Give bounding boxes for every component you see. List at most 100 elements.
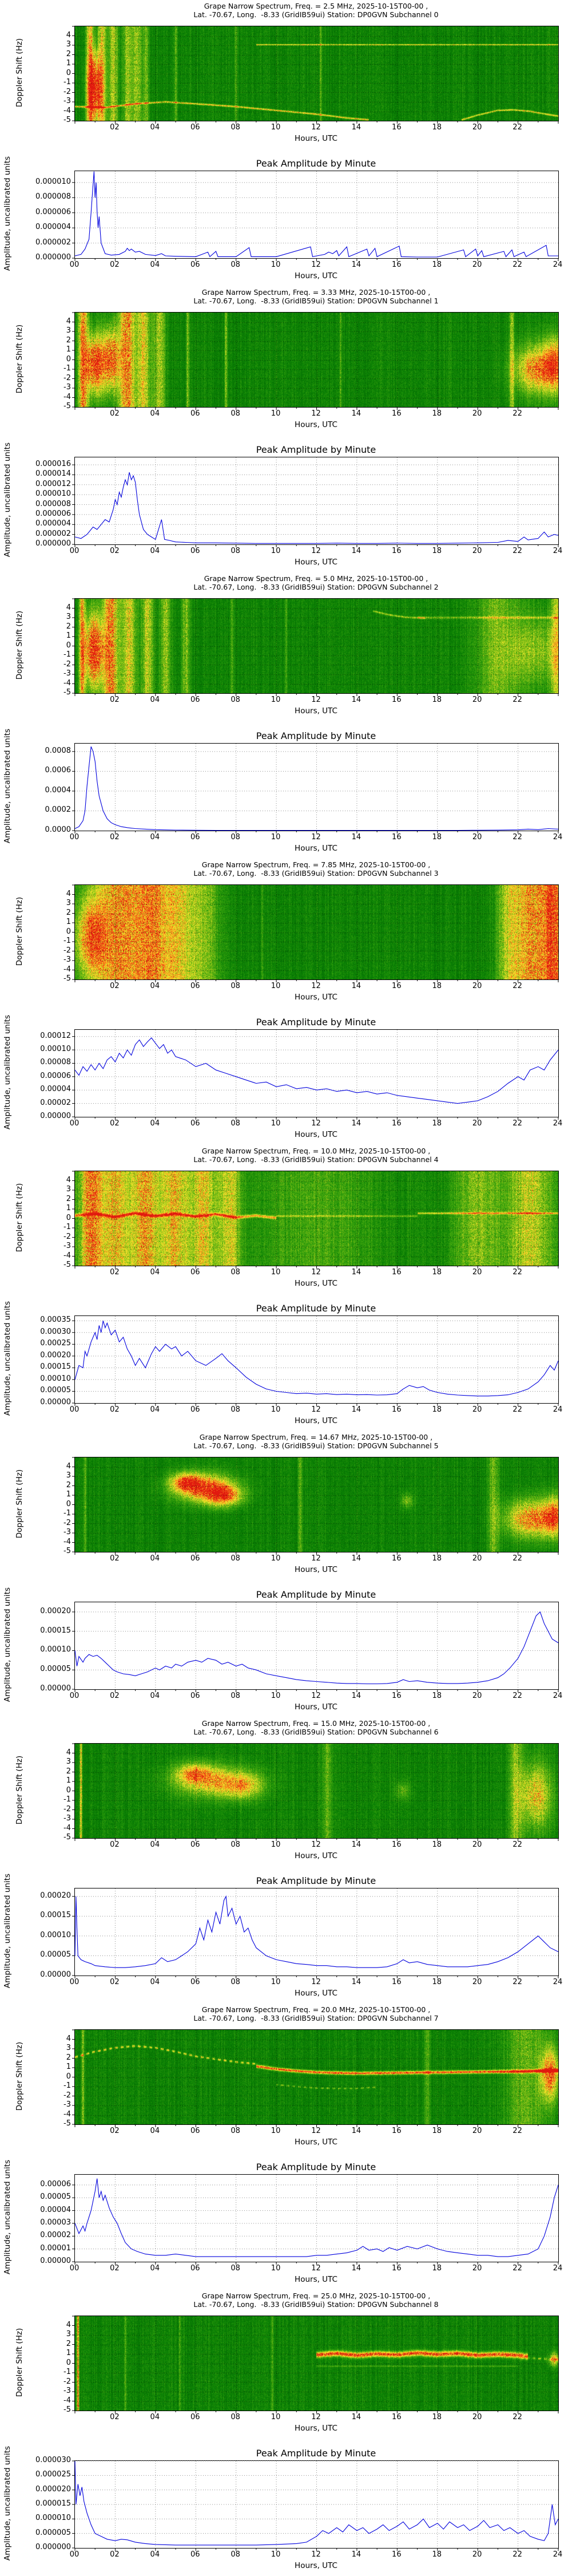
amplitude-xtick-label: 08 xyxy=(231,1692,240,1700)
amplitude-ytick-label: 0.00002 xyxy=(40,1098,71,1107)
amplitude-xaxis-label: Hours, UTC xyxy=(295,558,337,567)
spectrogram-ytick-label: -3 xyxy=(63,383,71,392)
spectrogram-ytick-label: -3 xyxy=(63,2387,71,2395)
spectrogram-ytick-label: -3 xyxy=(63,669,71,678)
amplitude-xtick-label: 12 xyxy=(311,2550,321,2559)
amplitude-xtick-label: 12 xyxy=(311,1405,321,1414)
amplitude-ytick-label: 0.000002 xyxy=(35,238,71,247)
spectrogram-plot xyxy=(72,884,559,982)
amplitude-ytick-label: 0.000010 xyxy=(35,177,71,186)
amplitude-xtick-label: 14 xyxy=(351,1692,362,1700)
amplitude-xtick-label: 20 xyxy=(472,1692,482,1700)
amplitude-plot xyxy=(72,1602,559,1692)
amplitude-xtick-label: 20 xyxy=(472,1978,482,1986)
spectrogram-ytick-label: 3 xyxy=(66,1757,71,1766)
amplitude-xtick-label: 24 xyxy=(553,833,563,841)
amplitude-xtick-label: 18 xyxy=(432,833,442,841)
spectrogram-xtick-label: 08 xyxy=(231,409,240,418)
spectrogram-ytick-label: 0 xyxy=(66,641,71,650)
spectrogram-xtick-label: 10 xyxy=(271,2127,281,2135)
amplitude-ytick-label: 0.00003 xyxy=(40,2218,71,2227)
subchannel-7-panel: Grape Narrow Spectrum, Freq. = 20.0 MHz,… xyxy=(0,2004,572,2290)
spectrogram-ytick-label: -2 xyxy=(63,2377,71,2386)
amplitude-chart-title: Peak Amplitude by Minute xyxy=(256,444,376,455)
amplitude-ytick-label: 0.00000 xyxy=(40,1398,71,1406)
spectrogram-xaxis-label: Hours, UTC xyxy=(295,2424,337,2433)
amplitude-xtick-label: 14 xyxy=(351,1978,362,1986)
spectrogram-xtick-label: 08 xyxy=(231,696,240,704)
amplitude-xaxis-label: Hours, UTC xyxy=(295,1702,337,1712)
spectrogram-xtick-label: 02 xyxy=(110,1268,120,1277)
amplitude-xtick-label: 14 xyxy=(351,1405,362,1414)
amplitude-xtick-label: 02 xyxy=(110,1978,120,1986)
spectrogram-xtick-label: 04 xyxy=(150,982,160,990)
spectrogram-xtick-label: 06 xyxy=(190,1840,200,1849)
amplitude-xtick-label: 02 xyxy=(110,260,120,269)
amplitude-line-svg xyxy=(72,2175,559,2265)
amplitude-xtick-label: 24 xyxy=(553,1119,563,1128)
spectrogram-title-line2: Lat. -70.67, Long. -8.33 (GridIB59ui) St… xyxy=(193,1728,439,1736)
spectrogram-xtick-label: 02 xyxy=(110,982,120,990)
amplitude-xtick-label: 08 xyxy=(231,260,240,269)
spectrogram-xtick-label: 20 xyxy=(472,982,482,990)
spectrogram-xtick-label: 22 xyxy=(513,1840,522,1849)
amplitude-ytick-label: 0.000014 xyxy=(35,469,71,479)
amplitude-xtick-label: 00 xyxy=(69,1119,80,1128)
spectrogram-ytick-label: -1 xyxy=(63,364,71,373)
amplitude-plot xyxy=(72,1029,559,1120)
amplitude-xtick-label: 02 xyxy=(110,2264,120,2273)
spectrogram-ytick-label: -5 xyxy=(63,1547,71,1555)
amplitude-ytick-label: 0.00020 xyxy=(40,1606,71,1615)
amplitude-plot xyxy=(72,1888,559,1978)
spectrogram-xtick-label: 16 xyxy=(392,409,402,418)
amplitude-xtick-label: 08 xyxy=(231,2550,240,2559)
spectrogram-axes-overlay xyxy=(72,26,559,124)
spectrogram-ytick-label: -3 xyxy=(63,1242,71,1250)
amplitude-xtick-label: 24 xyxy=(553,547,563,555)
spectrogram-xtick-label: 22 xyxy=(513,1554,522,1563)
spectrogram-ytick-label: -4 xyxy=(63,2396,71,2405)
spectrogram-xtick-label: 04 xyxy=(150,123,160,132)
amplitude-xtick-label: 02 xyxy=(110,2550,120,2559)
amplitude-ytick-label: 0.0004 xyxy=(45,785,72,795)
amplitude-series-line xyxy=(74,1895,559,1968)
spectrogram-ytick-label: 0 xyxy=(66,1213,71,1222)
amplitude-xtick-label: 08 xyxy=(231,1978,240,1986)
spectrogram-title-line2: Lat. -70.67, Long. -8.33 (GridIB59ui) St… xyxy=(193,869,439,878)
amplitude-ytick-label: 0.000004 xyxy=(35,519,71,528)
amplitude-xtick-label: 08 xyxy=(231,1119,240,1128)
amplitude-xtick-label: 20 xyxy=(472,547,482,555)
spectrogram-xtick-label: 14 xyxy=(351,982,362,990)
spectrogram-ytick-label: 0 xyxy=(66,2072,71,2081)
amplitude-ytick-label: 0.00000 xyxy=(40,1112,71,1120)
spectrogram-xtick-label: 12 xyxy=(311,1268,321,1277)
amplitude-xtick-label: 18 xyxy=(432,547,442,555)
spectrogram-axes-overlay xyxy=(72,2029,559,2127)
amplitude-ytick-label: 0.000004 xyxy=(35,223,71,232)
amplitude-xtick-label: 10 xyxy=(271,2264,281,2273)
spectrogram-xtick-label: 22 xyxy=(513,982,522,990)
amplitude-xtick-label: 06 xyxy=(190,833,200,841)
spectrogram-ytick-label: 3 xyxy=(66,1185,71,1194)
amplitude-xtick-label: 22 xyxy=(513,547,522,555)
subchannel-3-panel: Grape Narrow Spectrum, Freq. = 7.85 MHz,… xyxy=(0,859,572,1145)
amplitude-chart-title: Peak Amplitude by Minute xyxy=(256,2162,376,2172)
amplitude-xtick-label: 06 xyxy=(190,1692,200,1700)
amplitude-chart-title: Peak Amplitude by Minute xyxy=(256,1017,376,1028)
spectrogram-ytick-label: -1 xyxy=(63,2368,71,2376)
amplitude-xtick-label: 16 xyxy=(392,1692,402,1700)
amplitude-xtick-label: 20 xyxy=(472,260,482,269)
spectrogram-xtick-label: 08 xyxy=(231,1268,240,1277)
spectrogram-xtick-label: 02 xyxy=(110,2413,120,2421)
amplitude-xtick-label: 16 xyxy=(392,833,402,841)
amplitude-xtick-label: 18 xyxy=(432,1978,442,1986)
spectrogram-xtick-label: 14 xyxy=(351,409,362,418)
amplitude-xtick-label: 00 xyxy=(69,2550,80,2559)
spectrogram-xtick-label: 14 xyxy=(351,1554,362,1563)
spectrogram-ytick-label: 2 xyxy=(66,908,71,917)
amplitude-xaxis-label: Hours, UTC xyxy=(295,271,337,280)
spectrogram-axes-overlay xyxy=(72,1171,559,1269)
spectrogram-title-line1: Grape Narrow Spectrum, Freq. = 15.0 MHz,… xyxy=(201,1719,431,1728)
amplitude-xtick-label: 10 xyxy=(271,1692,281,1700)
spectrogram-xtick-label: 14 xyxy=(351,696,362,704)
